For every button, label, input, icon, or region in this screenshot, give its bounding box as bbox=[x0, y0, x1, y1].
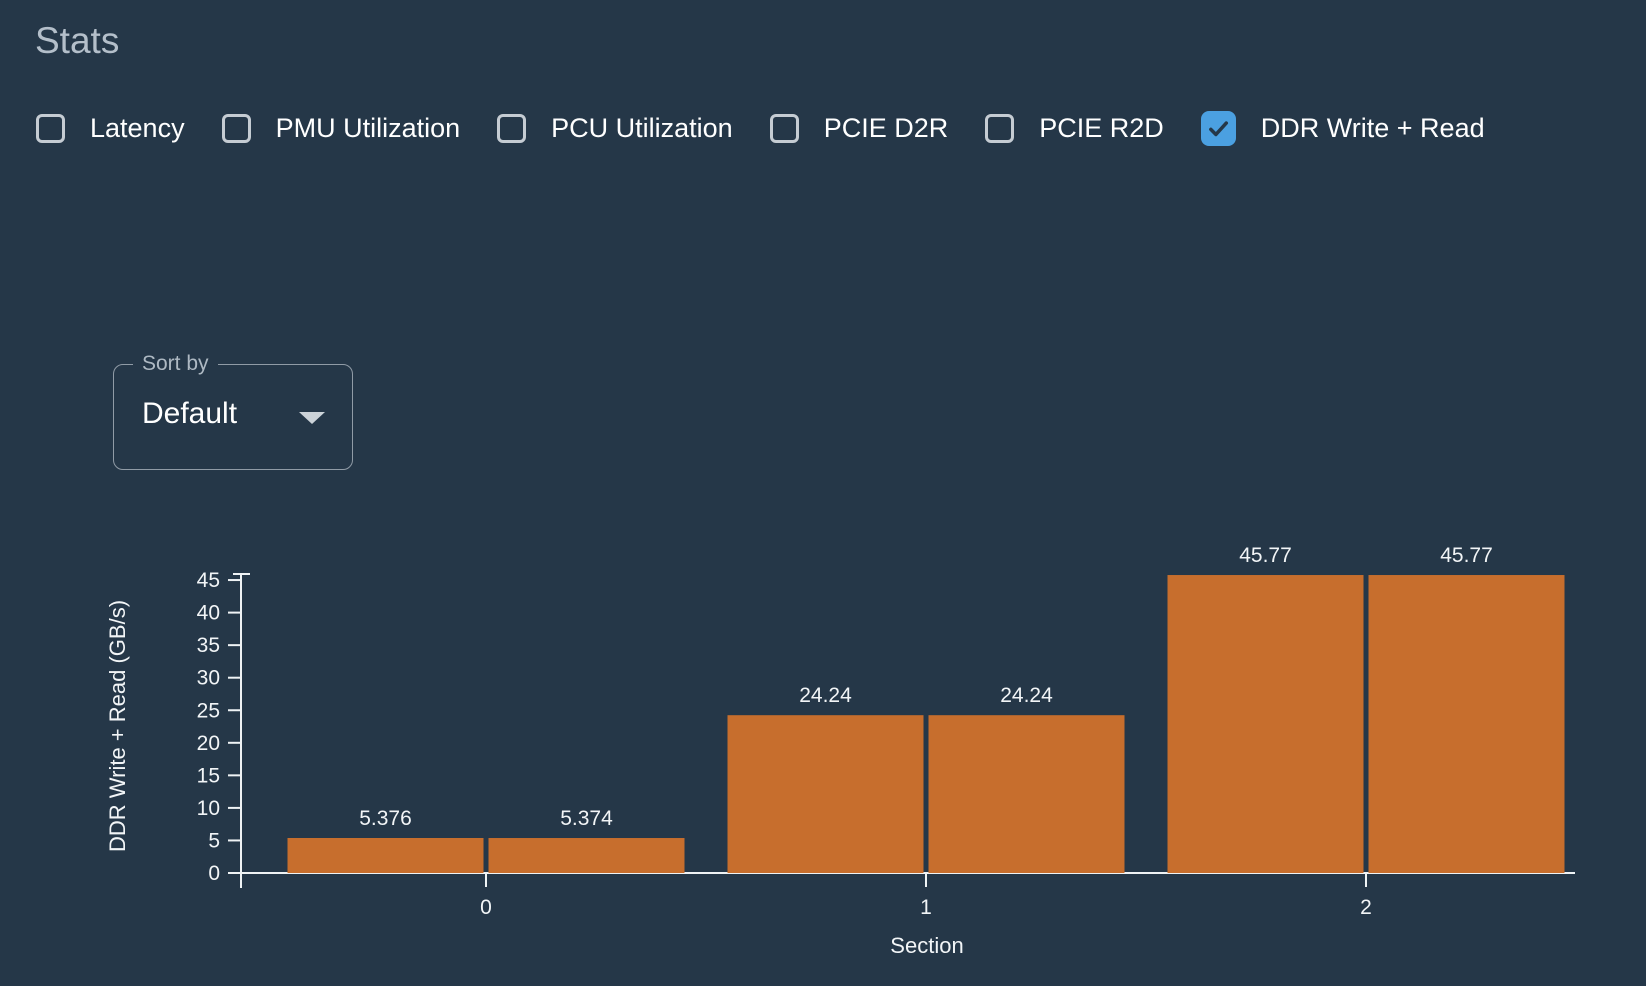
bar-section-2-right-bar[interactable] bbox=[1368, 575, 1565, 873]
stat-toggle-label[interactable]: PCIE D2R bbox=[823, 112, 949, 143]
bar-section-0-right-bar[interactable] bbox=[488, 838, 685, 873]
y-tick-label: 15 bbox=[197, 764, 220, 787]
x-tick-label: 0 bbox=[480, 896, 492, 919]
bar-section-2-left-bar[interactable] bbox=[1167, 575, 1364, 873]
bar-value-label: 5.374 bbox=[560, 807, 613, 830]
y-tick-label: 35 bbox=[197, 634, 220, 657]
checkbox-icon[interactable] bbox=[36, 113, 65, 143]
y-tick-label: 0 bbox=[208, 862, 220, 885]
stat-toggle-row: Latency PMU Utilization PCU Utilization bbox=[36, 108, 1485, 148]
x-axis-title: Section bbox=[890, 933, 963, 958]
checkbox-icon[interactable] bbox=[1200, 110, 1236, 146]
bar-value-label: 45.77 bbox=[1440, 544, 1493, 567]
stat-toggle-label[interactable]: Latency bbox=[90, 112, 185, 143]
triangle-down-icon bbox=[299, 412, 325, 424]
bar-value-label: 24.24 bbox=[1000, 684, 1053, 707]
x-tick-label: 2 bbox=[1360, 896, 1372, 919]
y-tick-label: 30 bbox=[197, 667, 220, 690]
bar-value-label: 45.77 bbox=[1239, 544, 1292, 567]
y-tick-label: 20 bbox=[197, 732, 220, 755]
sort-by-label: Sort by bbox=[133, 352, 218, 376]
bar-section-1-left-bar[interactable] bbox=[727, 715, 924, 873]
stat-toggle-label[interactable]: PCU Utilization bbox=[551, 112, 733, 143]
bar-value-label: 5.376 bbox=[359, 807, 412, 830]
checkbox-icon[interactable] bbox=[769, 113, 799, 143]
stat-toggle-pmu-utilization[interactable]: PMU Utilization bbox=[221, 112, 461, 144]
stat-toggle-pcie-d2r[interactable]: PCIE D2R bbox=[769, 112, 949, 144]
stat-toggle-label[interactable]: PMU Utilization bbox=[275, 112, 461, 143]
y-tick-label: 25 bbox=[197, 699, 220, 722]
stat-toggle-pcu-utilization[interactable]: PCU Utilization bbox=[497, 113, 733, 144]
stat-toggle-label[interactable]: DDR Write + Read bbox=[1260, 112, 1485, 143]
bar-value-label: 24.24 bbox=[799, 684, 852, 707]
y-tick-label: 40 bbox=[197, 602, 220, 625]
y-axis-title: DDR Write + Read (GB/s) bbox=[105, 600, 130, 852]
bar-chart[interactable]: 0 5 10 15 20 25 30 35 40 45 0 1 2 5.376 5.374 24.24 24.2… bbox=[0, 500, 1646, 986]
checkbox-icon[interactable] bbox=[985, 113, 1015, 143]
y-tick-label: 45 bbox=[197, 569, 220, 592]
checkbox-icon[interactable] bbox=[221, 113, 251, 143]
checkbox-icon[interactable] bbox=[497, 113, 527, 143]
stat-toggle-ddr-write-read[interactable]: DDR Write + Read bbox=[1200, 110, 1485, 146]
y-tick-label: 5 bbox=[208, 829, 220, 852]
chart-canvas[interactable]: 0 5 10 15 20 25 30 35 40 45 0 1 2 5.376 5.374 24.24 24.2… bbox=[0, 500, 1646, 986]
bar-section-0-left-bar[interactable] bbox=[287, 838, 484, 873]
x-tick-label: 1 bbox=[920, 896, 932, 919]
stat-toggle-label[interactable]: PCIE R2D bbox=[1039, 112, 1164, 143]
page-title: Stats bbox=[35, 20, 120, 61]
stat-toggle-pcie-r2d[interactable]: PCIE R2D bbox=[985, 113, 1164, 144]
stat-toggle-latency[interactable]: Latency bbox=[36, 113, 185, 144]
sort-by-value: Default bbox=[142, 397, 238, 430]
bar-section-1-right-bar[interactable] bbox=[928, 715, 1125, 873]
checkmark-icon bbox=[1208, 120, 1228, 136]
y-tick-label: 10 bbox=[197, 797, 220, 820]
sort-by-select[interactable]: Sort by Default bbox=[113, 352, 353, 470]
